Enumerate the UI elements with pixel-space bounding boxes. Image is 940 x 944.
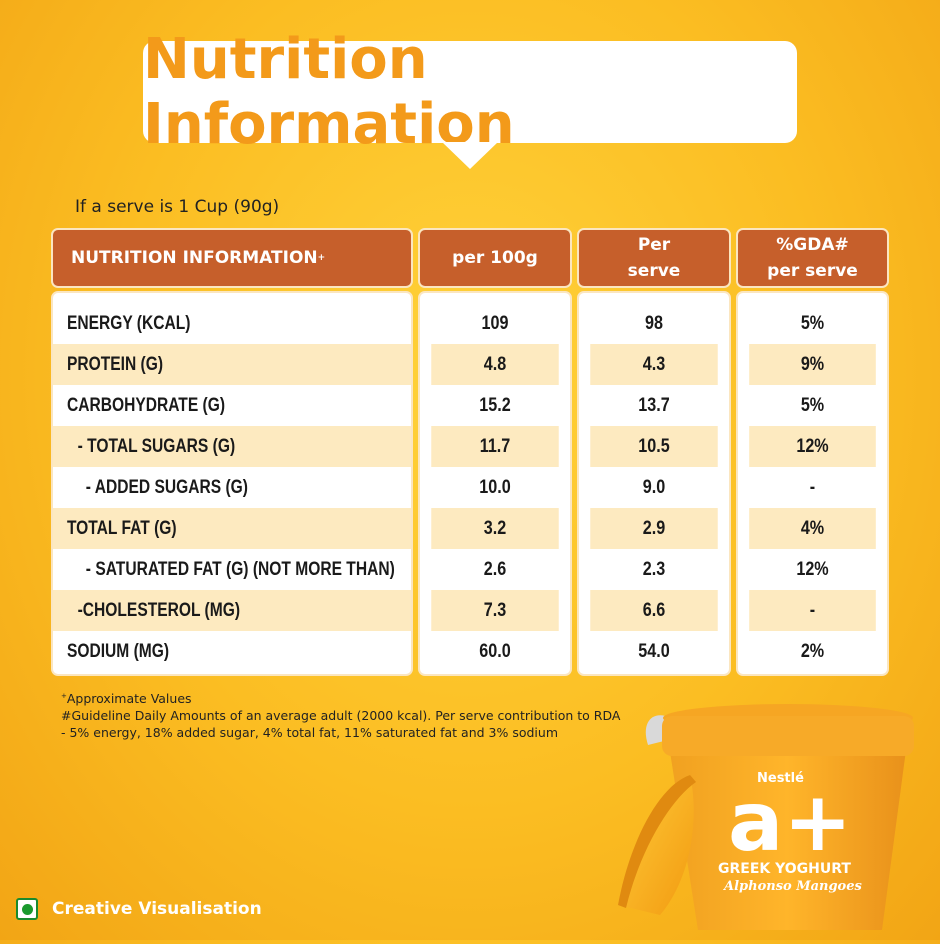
cell-per-serve: 98 bbox=[645, 312, 663, 334]
cup-body bbox=[665, 720, 910, 930]
header-per100: per 100g bbox=[418, 228, 572, 288]
header-gda: %GDA# per serve bbox=[736, 228, 889, 288]
serve-note: If a serve is 1 Cup (90g) bbox=[75, 197, 280, 217]
cell-per-serve: 4.3 bbox=[590, 344, 718, 385]
cell-per100: 109 bbox=[481, 312, 509, 334]
cell-per100: 15.2 bbox=[479, 394, 511, 416]
veg-mark-icon bbox=[16, 898, 38, 920]
mango-slice bbox=[618, 775, 694, 915]
row-label: - ADDED SUGARS (G) bbox=[85, 476, 248, 498]
product-logo: a+ bbox=[728, 775, 852, 870]
cell-gda: 12% bbox=[796, 558, 829, 580]
creative-visualisation-note: Creative Visualisation bbox=[16, 898, 262, 920]
cell-per100: 4.8 bbox=[431, 344, 559, 385]
row-label: -CHOLESTEROL (MG) bbox=[53, 590, 411, 631]
product-brand: Nestlé bbox=[757, 771, 804, 786]
cell-per-serve: 13.7 bbox=[638, 394, 670, 416]
row-label: TOTAL FAT (G) bbox=[53, 508, 411, 549]
cell-gda: - bbox=[809, 476, 816, 498]
page-title: Nutrition Information bbox=[143, 27, 515, 157]
footnote-gda: #Guideline Daily Amounts of an average a… bbox=[61, 708, 621, 741]
product-cup-illustration: Nestlé a+ GREEK YOGHURT Alphonso Mangoes bbox=[618, 704, 914, 930]
row-label: CARBOHYDRATE (G) bbox=[66, 394, 226, 416]
product-name: GREEK YOGHURT bbox=[718, 861, 851, 877]
product-flavour: Alphonso Mangoes bbox=[722, 879, 863, 894]
header-per-serve: Per serve bbox=[577, 228, 731, 288]
header-nutrient-label: NUTRITION INFORMATION bbox=[71, 248, 318, 268]
column-per-serve: 98 4.3 13.7 10.5 9.0 2.9 2.3 6.6 54.0 bbox=[577, 291, 731, 676]
cell-per100: 2.6 bbox=[483, 558, 507, 580]
cell-per-serve: 10.5 bbox=[590, 426, 718, 467]
cell-gda: 9% bbox=[749, 344, 876, 385]
column-gda: 5% 9% 5% 12% - 4% 12% - 2% bbox=[736, 291, 889, 676]
cell-gda: - bbox=[749, 590, 876, 631]
cell-gda: 2% bbox=[800, 640, 825, 662]
cell-per100: 60.0 bbox=[479, 640, 511, 662]
title-bubble: Nutrition Information bbox=[143, 27, 797, 169]
header-nutrient-mark: + bbox=[317, 253, 326, 263]
cell-per-serve: 6.6 bbox=[590, 590, 718, 631]
cup-band bbox=[662, 716, 914, 756]
creative-visualisation-text: Creative Visualisation bbox=[52, 899, 262, 919]
cell-per100: 10.0 bbox=[479, 476, 511, 498]
column-per100: 109 4.8 15.2 11.7 10.0 3.2 2.6 7.3 60.0 bbox=[418, 291, 572, 676]
cell-per-serve: 2.9 bbox=[590, 508, 718, 549]
cell-per100: 11.7 bbox=[431, 426, 559, 467]
cell-per-serve: 54.0 bbox=[638, 640, 670, 662]
header-per100-label: per 100g bbox=[452, 248, 538, 268]
row-label: SODIUM (MG) bbox=[66, 640, 170, 662]
product-cup: Nestlé a+ GREEK YOGHURT Alphonso Mangoes bbox=[600, 690, 920, 944]
column-nutrient: ENERGY (KCAL) PROTEIN (G) CARBOHYDRATE (… bbox=[51, 291, 413, 676]
cell-gda: 5% bbox=[800, 394, 825, 416]
footnotes: +Approximate Values #Guideline Daily Amo… bbox=[61, 688, 621, 741]
row-label: ENERGY (KCAL) bbox=[66, 312, 191, 334]
header-nutrient: NUTRITION INFORMATION + bbox=[51, 228, 413, 288]
cell-per100: 3.2 bbox=[431, 508, 559, 549]
header-per-serve-label: Per serve bbox=[627, 235, 681, 281]
cell-gda: 5% bbox=[800, 312, 825, 334]
cell-per100: 7.3 bbox=[431, 590, 559, 631]
header-gda-label: %GDA# per serve bbox=[767, 235, 858, 281]
row-label: - TOTAL SUGARS (G) bbox=[53, 426, 411, 467]
cell-per-serve: 9.0 bbox=[642, 476, 666, 498]
row-label: - SATURATED FAT (G) (NOT MORE THAN) bbox=[85, 558, 395, 580]
cell-gda: 4% bbox=[749, 508, 876, 549]
cell-per-serve: 2.3 bbox=[642, 558, 666, 580]
cell-gda: 12% bbox=[749, 426, 876, 467]
row-label: PROTEIN (G) bbox=[53, 344, 411, 385]
footnote-approx: +Approximate Values bbox=[61, 691, 192, 707]
mango-edge bbox=[618, 775, 696, 908]
